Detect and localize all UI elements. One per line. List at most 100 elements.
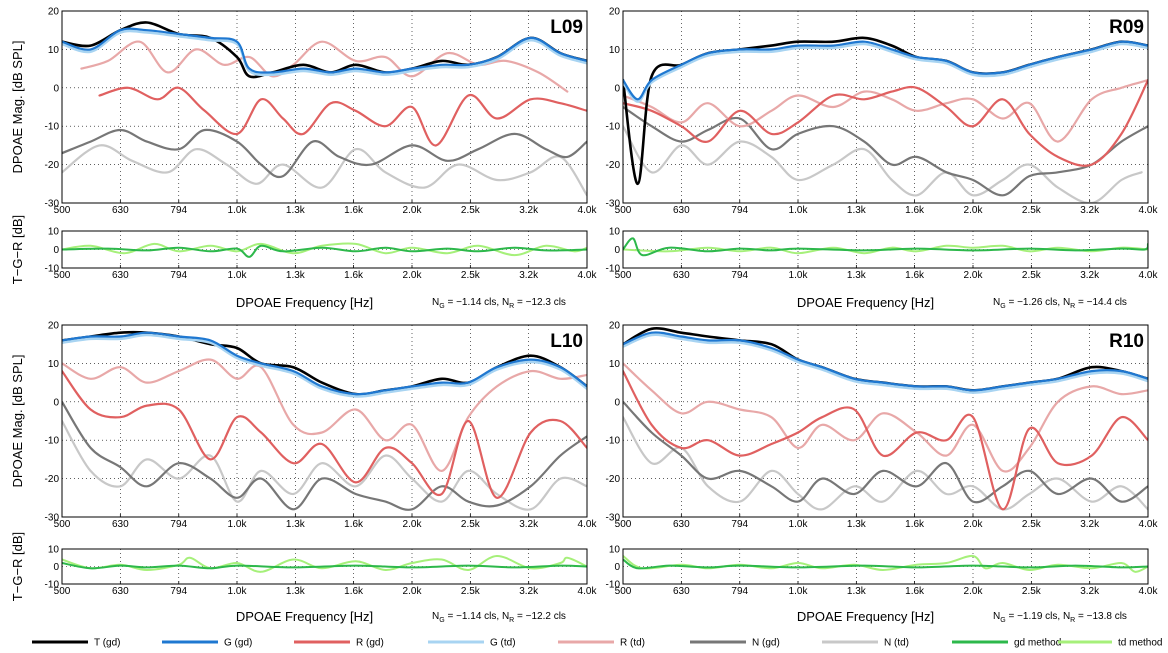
legend-label-0: T (gd) [94,638,121,649]
panel-l09-series-gd-method [62,244,587,258]
panel-l09-mag-xtick: 1.3k [286,205,306,216]
panel-r10-res-xtick: 2.0k [964,586,984,597]
panel-l09-res-xtick: 2.0k [403,270,423,281]
panel-l10-series-r-td [62,358,587,472]
panel-l10-mag-xtick: 4.0k [578,519,598,530]
legend-label-1: G (gd) [224,638,252,649]
panel-r09-series-g-td [623,42,1148,103]
panel-r09-mag-xtick: 4.0k [1139,205,1159,216]
panel-l09-res-ytick: 0 [53,245,59,256]
panel-l10-res-xtick: 794 [170,586,187,597]
panel-l09-mag-ytick: -10 [45,122,60,133]
panel-l10-note-note-r-val: = −12.2 cls [514,611,566,622]
panel-r09-mag-ytick: 20 [609,7,621,18]
panel-l09-mag-xtick: 2.0k [403,205,423,216]
panel-r10-mag-ytick: -20 [606,474,621,485]
panel-r09-res-xtick: 1.6k [905,270,925,281]
panel-r09-mag-series [623,36,1148,203]
panel-r09-res-xtick: 794 [731,270,748,281]
panel-r10-series-g-td [623,333,1148,394]
panel-l09-mag-ylabel: DPOAE Mag. [dB SPL] [10,41,25,174]
panel-l10-res-ytick: 10 [48,545,60,556]
panel-l09-note-note-r-sub: R [509,303,514,310]
panel-r09-series-n-td [623,125,1143,203]
panel-l10-note-note-r-sub: R [509,617,514,624]
panel-l10-mag-xtick: 1.6k [344,519,364,530]
panel-r09-res-ytick: 10 [609,227,621,238]
panel-l09-mag-series [62,21,587,197]
panel-r10-mag-xtick: 500 [615,519,632,530]
panel-r10-res-ytick: 10 [609,545,621,556]
panel-r10-series-gd-method [623,558,1148,570]
panel-l10-res-ytick: 0 [53,562,59,573]
panel-r10-res-xtick: 1.3k [847,586,867,597]
panel-r10-note-note-g-sub: G [1000,617,1005,624]
panel-l10-res-ytick: -10 [45,580,60,591]
panel-l10-series-n-td [62,419,587,511]
panel-r10-res-xtick: 630 [673,586,690,597]
panel-l10-tag: L10 [550,331,583,352]
legend: T (gd) G (gd) R (gd) G (td) R (td) N (gd) N (t… [32,638,1162,649]
panel-r09-xlabel: DPOAE Frequency [Hz] [797,295,934,310]
panel-l09-note-note-g-sub: G [439,303,444,310]
panel-r10-res-xtick: 794 [731,586,748,597]
panel-r09-series-g-gd [623,40,1148,101]
panel-r09-mag-ytick: 10 [609,45,621,56]
panel-l10-mag-xtick: 1.3k [286,519,306,530]
panel-r09-mag-xtick: 1.3k [847,205,867,216]
panel-r10-series-t-gd [623,327,1148,392]
panel-l09-series-g-gd [62,27,587,74]
panel-r10-mag-ytick: 10 [609,359,621,370]
panel-r10-res-xtick: 3.2k [1080,586,1100,597]
panel-r09-mag-xtick: 630 [673,205,690,216]
panel-l10-res-xtick: 1.0k [228,586,248,597]
panel-l10-mag-xtick: 3.2k [519,519,539,530]
panel-l10-mag-ytick: 20 [48,321,60,332]
panel-r10-xlabel: DPOAE Frequency [Hz] [797,609,934,624]
panel-l09-res-xtick: 500 [54,270,71,281]
panel-l09-mag-ytick: -20 [45,160,60,171]
panel-l09-res-xtick: 4.0k [578,270,598,281]
panel-r10-res-frame [622,548,1149,585]
panel-r09-res-xtick: 1.3k [847,270,867,281]
panel-r10-res-xtick: 500 [615,586,632,597]
panel-l10-mag-ytick: 0 [53,397,59,408]
panel-l10-series-td-method [62,554,587,573]
panel-l10-res-xtick: 4.0k [578,586,598,597]
panel-l09-res-frame [61,230,588,269]
panel-l09-mag-xtick: 4.0k [578,205,598,216]
panel-l09-mag-ytick: 0 [53,83,59,94]
panel-l09-mag-ytick: 20 [48,7,60,18]
panel-l09-mag-xtick: 1.6k [344,205,364,216]
panel-l09-mag-xtick: 630 [112,205,129,216]
panel-r09-tag: R09 [1109,17,1144,38]
panel-l10-mag-series [62,330,587,511]
panel-l09-res-xtick: 630 [112,270,129,281]
panel-l10-mag-ylabel: DPOAE Mag. [dB SPL] [10,355,25,488]
panel-r09-mag-xtick: 1.6k [905,205,925,216]
panel-r09-series-r-gd [623,79,1148,167]
panel-l09-mag-xtick: 3.2k [519,205,539,216]
panel-l09-res-xtick: 2.5k [461,270,481,281]
legend-label-5: N (gd) [752,638,780,649]
panel-r10-res-series [623,554,1148,573]
panel-l09-tag: L09 [550,17,583,38]
panel-r10-mag-xtick: 4.0k [1139,519,1159,530]
panel-r09-note-note-g-val: = −1.26 cls, N [1006,297,1070,308]
panel-l09-note-note-g: N [432,297,439,308]
panel-r09-res-xtick: 1.0k [789,270,809,281]
panel-l09-mag-xtick: 2.5k [461,205,481,216]
panel-l10-mag-ytick: -10 [45,436,60,447]
panel-l09-mag-xtick: 1.0k [228,205,248,216]
panel-l10-res-ylabel: T−G−R [dB] [10,532,25,601]
panel-r10-res-xtick: 2.5k [1022,586,1042,597]
panel-l10-mag-frame [61,324,588,518]
panel-l09-note: NG = −1.14 cls, NR = −12.3 cls [432,297,566,310]
panel-l09-mag-ytick: 10 [48,45,60,56]
panel-l10-mag-ytick: 10 [48,359,60,370]
panel-r09-mag-xtick: 2.0k [964,205,984,216]
panel-l10-res-xtick: 3.2k [519,586,539,597]
panel-r09-mag-ytick: -30 [606,199,621,210]
legend-label-2: R (gd) [356,638,384,649]
